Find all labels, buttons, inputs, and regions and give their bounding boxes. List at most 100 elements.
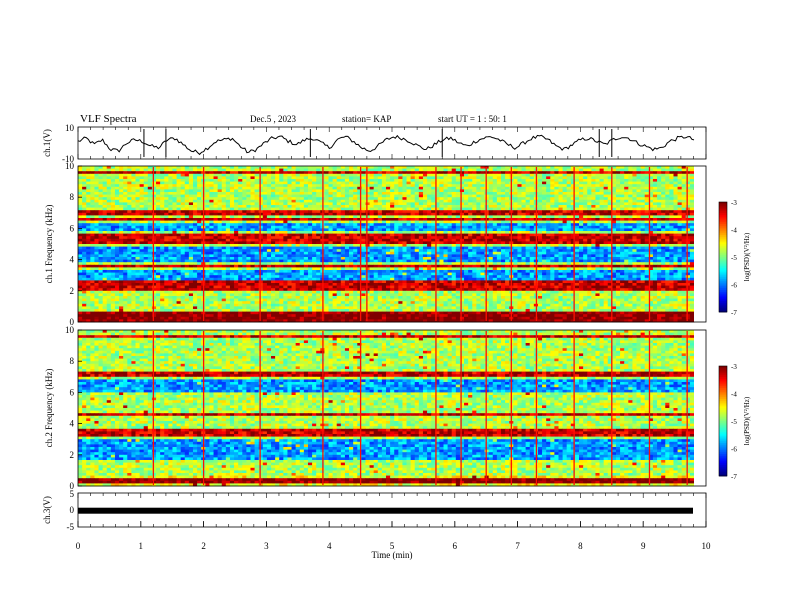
spectrogram-cell <box>468 166 473 169</box>
spectrogram-cell <box>513 200 518 203</box>
spectrogram-cell <box>632 205 637 208</box>
spectrogram-cell <box>349 208 354 211</box>
spectrogram-cell <box>587 189 592 192</box>
spectrogram-cell <box>550 197 555 200</box>
spectrogram-cell <box>480 197 485 200</box>
spectrogram-cell <box>690 176 695 179</box>
spectrogram-cell <box>287 195 292 198</box>
spectrogram-cell <box>255 174 260 177</box>
spectrogram-cell <box>119 169 124 172</box>
spectrogram-cell <box>296 208 301 211</box>
spectrogram-cell <box>587 166 592 169</box>
spectrogram-cell <box>341 187 346 190</box>
spectrogram-cell <box>287 205 292 208</box>
spectrogram-cell <box>616 184 621 187</box>
spectrogram-cell <box>439 192 444 195</box>
spectrogram-cell <box>637 166 642 169</box>
spectrogram-cell <box>218 187 223 190</box>
spectrogram-cell <box>526 210 531 213</box>
spectrogram-cell <box>287 210 292 213</box>
spectrogram-cell <box>665 192 670 195</box>
spectrogram-cell <box>427 200 432 203</box>
spectrogram-cell <box>111 179 116 182</box>
spectrogram-cell <box>152 171 157 174</box>
spectrogram-cell <box>259 210 264 213</box>
spectrogram-cell <box>275 213 280 216</box>
spectrogram-cell <box>279 171 284 174</box>
spectrogram-cell <box>591 169 596 172</box>
spectrogram-cell <box>205 174 210 177</box>
spectrogram-cell <box>119 189 124 192</box>
spectrogram-cell <box>591 182 596 185</box>
spectrogram-cell <box>123 200 128 203</box>
spectrogram-cell <box>205 182 210 185</box>
spectrogram-cell <box>238 174 243 177</box>
spectrogram-cell <box>283 182 288 185</box>
spectrogram-cell <box>563 192 568 195</box>
spectrogram-cell <box>308 166 313 169</box>
spectrogram-cell <box>222 200 227 203</box>
spectrogram-cell <box>600 215 605 218</box>
spectrogram-cell <box>522 174 527 177</box>
spectrogram-cell <box>115 166 120 169</box>
spectrogram-cell <box>402 215 407 218</box>
spectrogram-cell <box>140 215 145 218</box>
spectrogram-cell <box>230 166 235 169</box>
spectrogram-cell <box>242 195 247 198</box>
spectrogram-cell <box>407 179 412 182</box>
spectrogram-cell <box>99 171 104 174</box>
spectrogram-cell <box>407 202 412 205</box>
spectrogram-cell <box>628 192 633 195</box>
spectrogram-cell <box>390 192 395 195</box>
spectrogram-cell <box>554 174 559 177</box>
spectrogram-cell <box>423 184 428 187</box>
spectrogram-cell <box>193 197 198 200</box>
spectrogram-cell <box>90 169 95 172</box>
spectrogram-cell <box>579 215 584 218</box>
spectrogram-cell <box>554 192 559 195</box>
spectrogram-cell <box>497 166 502 169</box>
spectrogram-cell <box>480 215 485 218</box>
spectrogram-cell <box>452 215 457 218</box>
spectrogram-cell <box>324 192 329 195</box>
spectrogram-cell <box>152 205 157 208</box>
spectrogram-cell <box>152 189 157 192</box>
spectrogram-cell <box>144 174 149 177</box>
spectrogram-cell <box>168 202 173 205</box>
spectrogram-cell <box>365 189 370 192</box>
spectrogram-cell <box>402 174 407 177</box>
spectrogram-cell <box>160 179 165 182</box>
spectrogram-cell <box>82 171 87 174</box>
spectrogram-cell <box>538 195 543 198</box>
spectrogram-cell <box>637 184 642 187</box>
spectrogram-cell <box>678 210 683 213</box>
spectrogram-cell <box>468 169 473 172</box>
spectrogram-cell <box>115 213 120 216</box>
spectrogram-cell <box>493 176 498 179</box>
spectrogram-cell <box>439 208 444 211</box>
spectrogram-cell <box>472 166 477 169</box>
spectrogram-cell <box>361 200 366 203</box>
spectrogram-cell <box>259 213 264 216</box>
spectrogram-cell <box>181 213 186 216</box>
spectrogram-cell <box>493 166 498 169</box>
spectrogram-cell <box>127 169 132 172</box>
spectrogram-cell <box>189 182 194 185</box>
spectrogram-cell <box>489 215 494 218</box>
spectrogram-cell <box>172 208 177 211</box>
spectrogram-cell <box>156 189 161 192</box>
spectrogram-cell <box>86 182 91 185</box>
spectrogram-cell <box>255 166 260 169</box>
spectrogram-cell <box>164 208 169 211</box>
spectrogram-cell <box>595 192 600 195</box>
spectrogram-cell <box>365 215 370 218</box>
spectrogram-cell <box>172 197 177 200</box>
spectrogram-cell <box>657 192 662 195</box>
spectrogram-cell <box>308 205 313 208</box>
spectrogram-cell <box>493 200 498 203</box>
spectrogram-cell <box>653 171 658 174</box>
spectrogram-cell <box>152 187 157 190</box>
spectrogram-cell <box>579 166 584 169</box>
spectrogram-cell <box>271 202 276 205</box>
spectrogram-cell <box>193 215 198 218</box>
